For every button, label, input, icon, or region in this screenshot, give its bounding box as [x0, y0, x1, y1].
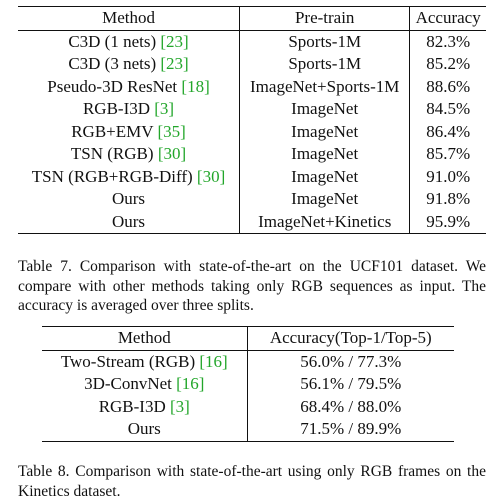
table-row: 3D-ConvNet [16] 56.1% / 79.5%: [42, 373, 454, 396]
method-cell: RGB-I3D [3]: [18, 98, 241, 121]
table-row: Pseudo-3D ResNet [18] ImageNet+Sports-1M…: [18, 75, 486, 98]
accuracy-cell: 91.0%: [426, 166, 471, 186]
method-name: Two-Stream (RGB): [60, 351, 196, 371]
pretrain-cell: ImageNet: [239, 143, 411, 166]
method-cell: RGB-I3D [3]: [42, 395, 248, 418]
citation-link[interactable]: [23]: [160, 31, 189, 51]
accuracy-cell: 95.9%: [426, 211, 471, 231]
table-8-caption: Table 8. Comparison with state-of-the-ar…: [18, 463, 486, 500]
table-row: RGB-I3D [3] 68.4% / 88.0%: [42, 395, 454, 418]
accuracy-cell: 88.6%: [426, 76, 471, 96]
accuracy-cell: 86.4%: [426, 121, 471, 141]
method-name: RGB+EMV: [71, 121, 154, 141]
method-cell: Pseudo-3D ResNet [18]: [18, 75, 241, 98]
ucf101-comparison-table: Method Pre-train Accuracy C3D (1 nets) […: [18, 6, 486, 234]
method-name: TSN (RGB): [70, 144, 154, 163]
column-header-accuracy: Accuracy: [415, 8, 481, 27]
pretrain-cell: Sports-1M: [239, 53, 411, 76]
table-row: C3D (1 nets) [23] Sports-1M 82.3%: [18, 30, 486, 53]
accuracy-cell: 56.1% / 79.5%: [300, 374, 402, 393]
citation-link[interactable]: [35]: [157, 121, 186, 141]
method-name: TSN (RGB+RGB-Diff): [31, 166, 193, 186]
pretrain-cell: ImageNet+Sports-1M: [239, 75, 411, 98]
table-row: TSN (RGB+RGB-Diff) [30] ImageNet 91.0%: [18, 165, 486, 188]
method-name: C3D (1 nets): [68, 31, 157, 51]
accuracy-cell: 85.2%: [426, 54, 471, 73]
method-name: Pseudo-3D ResNet: [47, 76, 178, 96]
pretrain-cell: Sports-1M: [239, 30, 411, 53]
table-header-row: Method Accuracy(Top-1/Top-5): [42, 326, 454, 350]
method-cell: TSN (RGB) [30]: [18, 143, 241, 166]
table-row: Ours ImageNet 91.8%: [18, 188, 486, 211]
citation-link[interactable]: [30]: [196, 166, 226, 186]
method-name: 3D-ConvNet: [84, 374, 172, 393]
column-header-method: Method: [42, 326, 248, 350]
table-row: C3D (3 nets) [23] Sports-1M 85.2%: [18, 53, 486, 76]
method-cell: RGB+EMV [35]: [18, 120, 241, 143]
citation-link[interactable]: [3]: [154, 99, 175, 118]
table-row: Ours 71.5% / 89.9%: [42, 418, 454, 441]
table-row: TSN (RGB) [30] ImageNet 85.7%: [18, 143, 486, 166]
method-cell: Ours: [18, 188, 241, 211]
method-name: C3D (3 nets): [68, 54, 157, 73]
table-row: RGB-I3D [3] ImageNet 84.5%: [18, 98, 486, 121]
table-header-row: Method Pre-train Accuracy: [18, 6, 486, 30]
pretrain-cell: ImageNet: [239, 188, 411, 211]
citation-link[interactable]: [16]: [199, 351, 228, 371]
citation-link[interactable]: [30]: [157, 144, 187, 163]
citation-link[interactable]: [16]: [176, 374, 205, 393]
accuracy-cell: 85.7%: [426, 144, 471, 163]
method-cell: TSN (RGB+RGB-Diff) [30]: [18, 165, 241, 188]
method-cell: Ours: [42, 418, 248, 441]
method-cell: Two-Stream (RGB) [16]: [42, 350, 248, 373]
method-cell: 3D-ConvNet [16]: [42, 373, 248, 396]
pretrain-cell: ImageNet: [239, 98, 411, 121]
method-cell: C3D (3 nets) [23]: [18, 53, 241, 76]
citation-link[interactable]: [18]: [181, 76, 210, 96]
method-name: RGB-I3D: [82, 99, 151, 118]
table-row: Two-Stream (RGB) [16] 56.0% / 77.3%: [42, 350, 454, 373]
accuracy-cell: 71.5% / 89.9%: [300, 419, 402, 438]
column-header-pretrain: Pre-train: [239, 6, 411, 30]
accuracy-cell: 82.3%: [426, 31, 471, 51]
column-header-method: Method: [18, 6, 241, 30]
method-cell: C3D (1 nets) [23]: [18, 30, 241, 53]
method-cell: Ours: [18, 210, 241, 234]
kinetics-comparison-table: Method Accuracy(Top-1/Top-5) Two-Stream …: [42, 326, 454, 442]
table-7-caption: Table 7. Comparison with state-of-the-ar…: [18, 258, 486, 314]
pretrain-cell: ImageNet: [239, 165, 411, 188]
column-header-accuracy: Accuracy(Top-1/Top-5): [269, 328, 432, 347]
pretrain-cell: ImageNet: [239, 120, 411, 143]
pretrain-cell: ImageNet+Kinetics: [239, 210, 411, 234]
accuracy-cell: 91.8%: [426, 189, 471, 208]
accuracy-cell: 84.5%: [426, 99, 471, 118]
method-name: RGB-I3D: [98, 396, 166, 416]
accuracy-cell: 56.0% / 77.3%: [300, 351, 402, 371]
table-row: RGB+EMV [35] ImageNet 86.4%: [18, 120, 486, 143]
citation-link[interactable]: [3]: [170, 396, 190, 416]
citation-link[interactable]: [23]: [160, 54, 189, 73]
accuracy-cell: 68.4% / 88.0%: [300, 396, 402, 416]
table-row: Ours ImageNet+Kinetics 95.9%: [18, 210, 486, 234]
